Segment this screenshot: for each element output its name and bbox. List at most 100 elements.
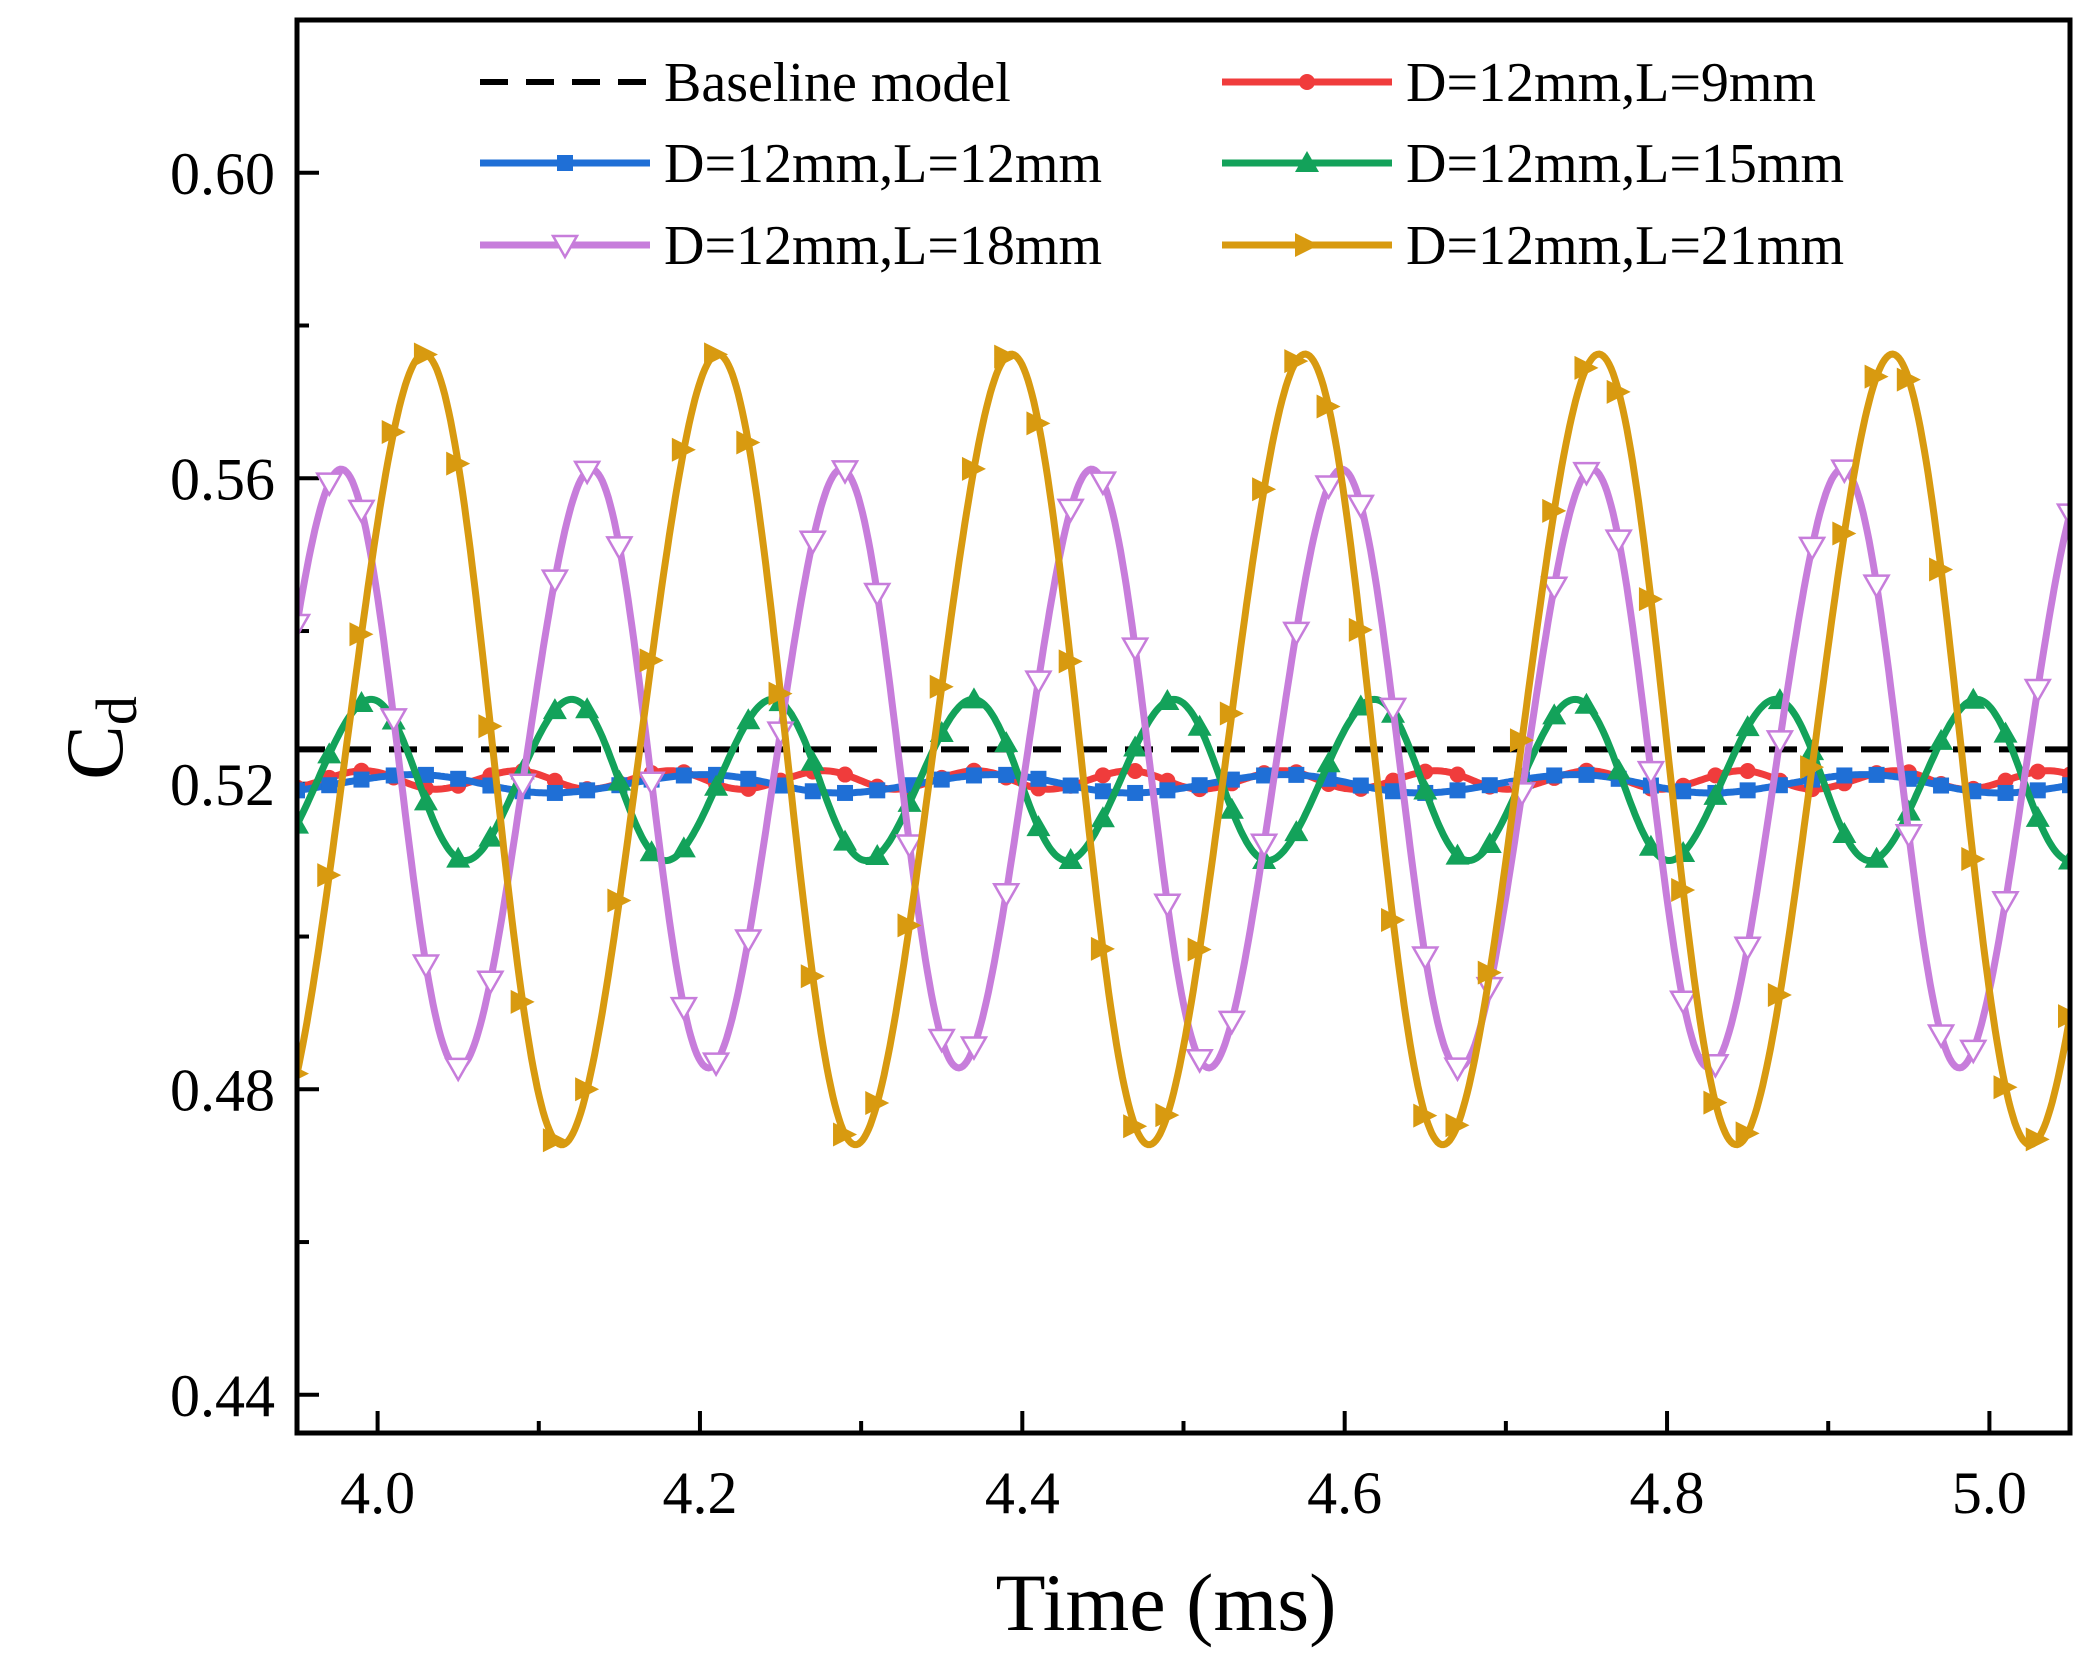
- series-marker-4: [1830, 459, 1859, 485]
- series-marker-4: [1862, 574, 1891, 600]
- series-marker-4: [1088, 471, 1118, 497]
- series-marker-5: [1864, 364, 1889, 389]
- tick-labels: 4.0 4.2 4.4 4.6 4.8 5.0 0.44 0.48 0.52 0.56 0.60: [170, 141, 2027, 1526]
- series-marker-4: [927, 1028, 956, 1054]
- series-marker-5: [1929, 557, 1954, 582]
- series-marker-5: [736, 430, 761, 455]
- series-marker-4: [637, 771, 666, 797]
- series-marker-5: [1832, 521, 1857, 546]
- series-marker-5: [994, 344, 1019, 369]
- series-marker-2: [450, 770, 467, 787]
- series-marker-4: [1669, 990, 1698, 1016]
- series-marker-3: [994, 731, 1019, 753]
- series-marker-5: [1381, 908, 1406, 933]
- series-marker-3: [1058, 848, 1083, 870]
- series-marker-3: [1284, 820, 1309, 842]
- series-marker-5: [2025, 1127, 2050, 1152]
- series-marker-3: [1542, 703, 1567, 725]
- series-marker-5: [1606, 379, 1631, 404]
- series-marker-2: [1578, 766, 1595, 783]
- series-marker-2: [546, 784, 563, 801]
- legend-entry-4: D=12mm,L=18mm: [480, 215, 1102, 277]
- series-marker-3: [1638, 834, 1663, 856]
- legend-entry-1: D=12mm,L=9mm: [1222, 52, 1816, 114]
- series-marker-5: [1735, 1121, 1760, 1146]
- series-marker-4: [863, 582, 892, 608]
- series-marker-1: [1094, 767, 1111, 784]
- series-marker-4: [895, 834, 924, 860]
- series-marker-5: [1800, 755, 1825, 780]
- series-marker-1: [546, 772, 563, 789]
- series-marker-5: [1896, 367, 1921, 392]
- series-marker-4: [297, 613, 312, 639]
- series-marker-2: [1385, 783, 1402, 800]
- series-marker-5: [961, 456, 986, 481]
- series-marker-4: [1443, 1057, 1472, 1083]
- series-marker-2: [740, 770, 757, 787]
- series-marker-5: [297, 1067, 309, 1080]
- legend: Baseline model D=12mm,L=9mm D=12mm,L=12mm D…: [480, 52, 1844, 277]
- series-marker-3: [961, 687, 986, 709]
- series-marker-5: [929, 674, 954, 699]
- series-marker-5: [897, 913, 922, 938]
- legend-label-1: D=12mm,L=9mm: [1406, 52, 1816, 114]
- series-marker-3: [1090, 806, 1115, 828]
- series-marker-4: [476, 970, 505, 996]
- series-marker-5: [1445, 1113, 1470, 1138]
- series-marker-3: [1606, 758, 1631, 780]
- series-marker-3: [1993, 721, 2018, 743]
- series-marker-5: [1348, 617, 1373, 642]
- series-marker-3: [1219, 797, 1244, 819]
- series-marker-5: [446, 451, 471, 476]
- series-marker-2: [1449, 782, 1466, 799]
- series-marker-4: [1378, 697, 1408, 723]
- series-marker-3: [542, 698, 567, 720]
- series-marker-2: [1256, 767, 1273, 784]
- series-marker-5: [639, 648, 664, 673]
- series-marker-4: [347, 499, 376, 525]
- series-marker-3: [1026, 815, 1051, 837]
- series-marker-2: [1288, 766, 1305, 783]
- series-marker-5: [607, 888, 632, 913]
- series-marker-2: [2062, 777, 2070, 794]
- series-marker-4: [959, 1036, 989, 1062]
- series-marker-5: [1961, 847, 1986, 872]
- series-marker-2: [1191, 777, 1208, 794]
- series-marker-4: [1540, 576, 1569, 602]
- y-axis-title-sub: d: [84, 696, 149, 725]
- series-marker-4: [1249, 833, 1279, 859]
- series-marker-5: [1284, 349, 1309, 374]
- series-marker-2: [1836, 767, 1853, 784]
- series-marker-4: [1153, 893, 1182, 919]
- series-marker-3: [704, 774, 729, 796]
- legend-entry-2: D=12mm,L=12mm: [480, 133, 1102, 195]
- series-marker-5: [704, 342, 729, 367]
- series-marker-2: [1481, 777, 1498, 794]
- series-marker-5: [1638, 587, 1663, 612]
- series-marker-2: [1997, 784, 2014, 801]
- series-marker-5: [1477, 960, 1502, 985]
- series-marker-4: [830, 460, 860, 485]
- series-marker-5: [800, 964, 825, 989]
- series-marker-2: [297, 782, 305, 799]
- x-tick-label: 5.0: [1952, 1460, 2027, 1526]
- series-marker-5: [1316, 394, 1341, 419]
- series-marker-2: [2029, 782, 2046, 799]
- series-marker-4: [701, 1052, 731, 1078]
- series-marker-2: [965, 767, 982, 784]
- x-tick-label: 4.8: [1630, 1460, 1705, 1526]
- series-marker-3: [607, 769, 632, 791]
- series-marker-4: [1797, 536, 1827, 562]
- series-marker-5: [510, 989, 535, 1014]
- series-marker-3: [2025, 805, 2050, 827]
- series-marker-3: [349, 690, 374, 712]
- series-marker-2: [417, 766, 434, 783]
- legend-entry-3: D=12mm,L=15mm: [1222, 133, 1844, 195]
- series-marker-5: [768, 681, 793, 706]
- series-marker-4: [1346, 494, 1375, 520]
- x-tick-label: 4.0: [340, 1460, 415, 1526]
- series-marker-3: [297, 812, 309, 834]
- series-marker-4: [1604, 529, 1633, 555]
